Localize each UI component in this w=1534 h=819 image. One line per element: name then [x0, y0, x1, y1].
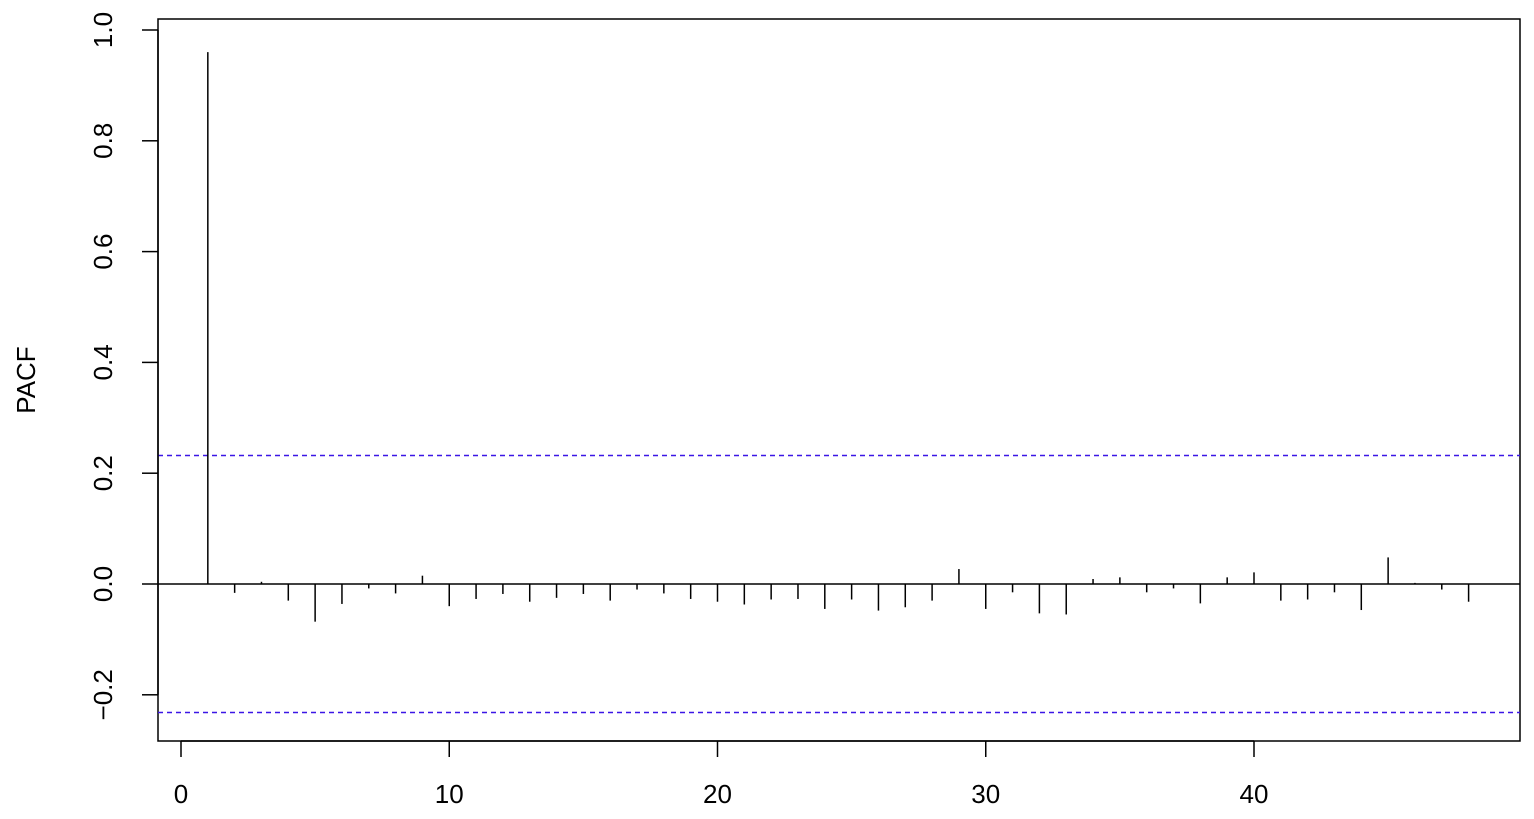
y-axis-title: PACF — [11, 346, 41, 413]
y-tick-label-0: −0.2 — [88, 669, 118, 720]
x-tick-label-40: 40 — [1240, 779, 1269, 809]
plot-frame — [157, 18, 1521, 742]
x-tick-label-20: 20 — [703, 779, 732, 809]
x-tick-label-30: 30 — [971, 779, 1000, 809]
y-tick-label-4: 0.6 — [88, 234, 118, 270]
y-tick-label-2: 0.2 — [88, 455, 118, 491]
y-tick-label-5: 0.8 — [88, 123, 118, 159]
x-tick-label-10: 10 — [435, 779, 464, 809]
y-tick-label-1: 0.0 — [88, 566, 118, 602]
y-tick-label-6: 1.0 — [88, 12, 118, 48]
y-tick-label-3: 0.4 — [88, 344, 118, 380]
x-tick-label-0: 0 — [174, 779, 188, 809]
